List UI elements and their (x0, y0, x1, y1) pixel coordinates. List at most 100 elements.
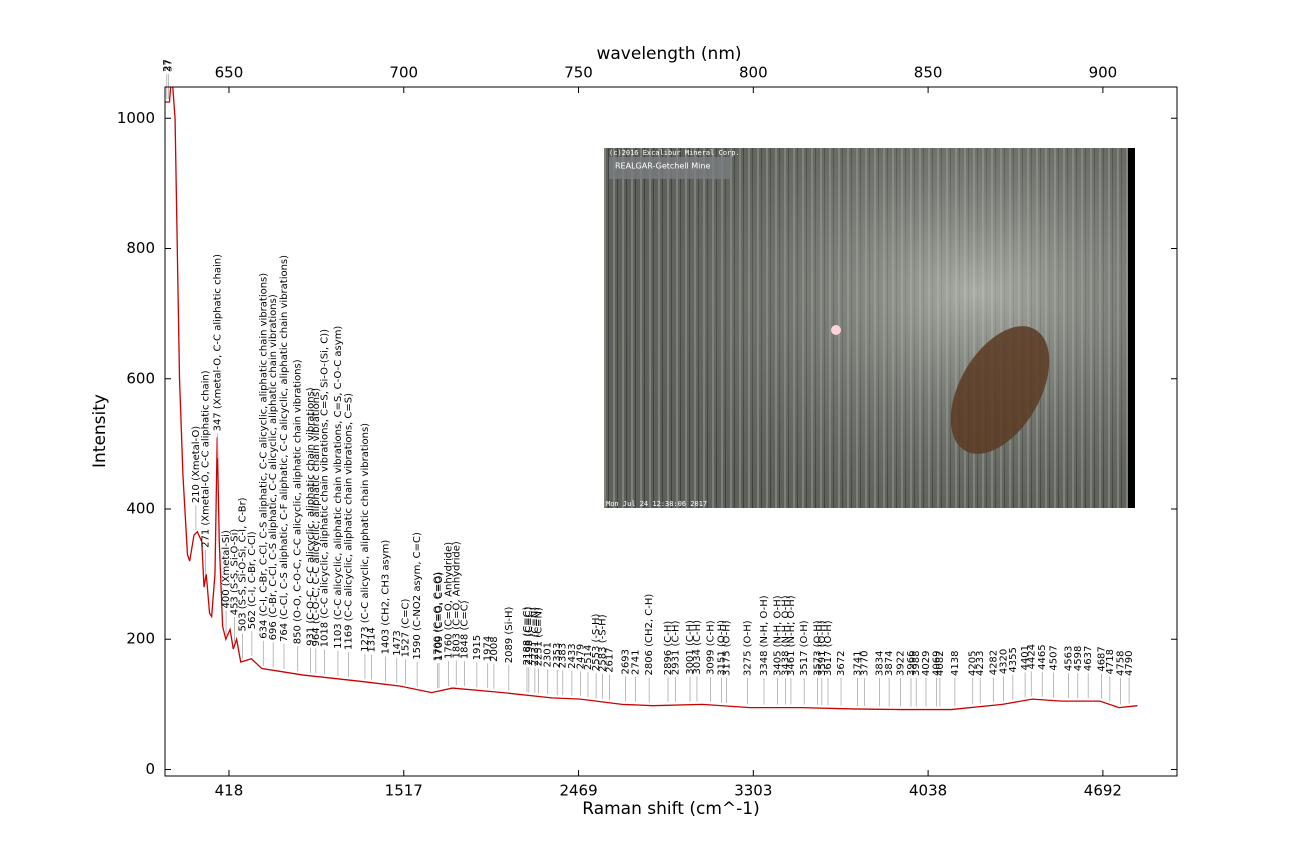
peak-label: 3405 (N-H, O-H) (773, 595, 784, 676)
peak-label: 3874 (884, 651, 895, 676)
x2-tick-label: 800 (739, 64, 768, 82)
x-tick-label: 2469 (559, 782, 597, 800)
x-tick-label: 1517 (385, 782, 423, 800)
peak-label: 4205 (968, 651, 979, 676)
series-line (165, 87, 1138, 711)
peak-label: 2433 (567, 643, 578, 668)
peak-label: 1709 (C=O, C=O) (434, 572, 445, 661)
peak-label: 3461 (N-H, O-H) (786, 595, 797, 676)
peak-label: 2231 (C≡N) (530, 607, 541, 666)
peak-label: 4687 (1097, 646, 1108, 671)
peak-label: 400 (Xmetal-Si) (221, 530, 232, 608)
peak-label: 964 (C-O-C, C-C alicyclic, aliphatic cha… (311, 388, 322, 647)
peak-label: 2383 (558, 643, 569, 668)
series-group (165, 87, 1138, 711)
peak-label: 4355 (1008, 647, 1019, 672)
peak-label: 2008 (489, 636, 500, 661)
peak-label: 1473 (392, 630, 403, 655)
peak-label: 1527 (C=C) (401, 598, 412, 657)
peak-label: 1974 (483, 636, 494, 661)
peak-label: 4758 (1116, 651, 1127, 676)
peak-label: 4233 (975, 651, 986, 676)
peak-label: 3988 (911, 651, 922, 676)
peak-label: 3672 (836, 651, 847, 676)
peak-label: 1700 (C=O, C=O) (432, 572, 443, 661)
peak-label: 696 (C-Br, C-Cl, C-S aliphatic, C-C alic… (268, 294, 279, 640)
peak-label: 453 (S-S, Si-O-Si) (230, 529, 241, 616)
peak-label: 2693 (620, 649, 631, 674)
x2-tick-label: 850 (914, 64, 943, 82)
peak-label: 1590 (C-NO2 asym, C=C) (412, 532, 423, 660)
peak-label: 1103 (C-C alicyclic, aliphatic chain vib… (333, 326, 344, 649)
peak-label: 347 (Xmetal-O, C-C aliphatic chain) (213, 254, 224, 432)
peak-label: 4563 (1063, 646, 1074, 671)
peak-label: 1169 (C-C alicyclic, aliphatic chain vib… (343, 393, 354, 650)
y-tick-label: 1000 (117, 109, 155, 127)
photo-edge (1128, 148, 1135, 508)
x-tick-label: 4038 (909, 782, 947, 800)
peak-label: 3175 (O-H) (721, 620, 732, 676)
peak-label: 3834 (875, 651, 886, 676)
x2-tick-label: 750 (564, 64, 593, 82)
peak-label: 4790 (1124, 651, 1135, 676)
photo-crystal (950, 326, 1050, 454)
x-tick-label: 3303 (734, 782, 772, 800)
x-tick-label: 418 (215, 782, 244, 800)
peak-label: 3034 (C-H) (692, 620, 703, 675)
peak-label: 4082 (935, 651, 946, 676)
x-axis-label: Raman shift (cm^-1) (582, 799, 760, 819)
y-tick-label: 400 (126, 499, 155, 517)
peak-label: 210 (Xmetal-O) (191, 426, 202, 503)
peak-label: 2741 (631, 649, 642, 674)
peak-label: 2479 (576, 644, 587, 669)
peak-label: 1915 (472, 635, 483, 660)
peak-label: 562 (C-I, C-Br, C-Cl) (247, 531, 258, 629)
peak-label: 1314 (366, 627, 377, 652)
peak-label: 1018 (C-C alicyclic, aliphatic chain vib… (319, 329, 330, 648)
peak-label: 3922 (896, 651, 907, 676)
peak-label: 634 (C-I, C-Br, C-Cl, C-S aliphatic, C-C… (258, 273, 269, 639)
peak-label: 1273 (C-C alicyclic, aliphatic chain vib… (360, 423, 371, 652)
y-axis-label: Intensity (90, 394, 110, 468)
x-tick-label: 4692 (1084, 782, 1122, 800)
photo-timestamp: Mon Jul 24 12:38:06 2017 (606, 500, 707, 508)
y-tick-label: 600 (126, 369, 155, 387)
peak-label: 3348 (N-H, O-H) (759, 595, 770, 676)
peak-label: 3617 (O-H) (823, 620, 834, 676)
peak-label: 3517 (O-H) (799, 620, 810, 676)
y-tick-label: 0 (145, 760, 155, 778)
peak-label: 4401 (1020, 645, 1031, 670)
peak-label: 2583 (-S-H) (597, 614, 608, 672)
peak-label: 1803 (C=O, Anhydride) (451, 541, 462, 658)
peak-label: 2931 (C-H) (670, 620, 681, 675)
peak-label: 2301 (543, 642, 554, 667)
peak-label: 2896 (C-H) (663, 621, 674, 676)
peak-label: 4424 (1026, 644, 1037, 669)
peak-label: 4138 (950, 651, 961, 676)
peak-label: 2089 (Si-H) (504, 606, 515, 663)
peak-label: 27 (162, 59, 173, 72)
peak-label: 4282 (988, 650, 999, 675)
peak-label: 4507 (1048, 645, 1059, 670)
peak-label: 503 (S-S, Si-O-Si, C-I, C-Br) (237, 497, 248, 631)
peak-label: 4598 (1073, 646, 1084, 671)
photo-caption: REALGAR-Getchell Mine (615, 162, 710, 171)
x2-tick-label: 700 (389, 64, 418, 82)
x2-axis-label: wavelength (nm) (596, 44, 741, 64)
peak-label: 3573 (O-H) (813, 620, 824, 676)
peak-label: 2188 (C≡C) (522, 606, 533, 665)
peak-label: 271 (Xmetal-O, C-C aliphatic chain) (201, 370, 212, 548)
laser-spot (831, 325, 841, 335)
y-tick-label: 200 (126, 630, 155, 648)
peak-label: 3001 (C-H) (685, 620, 696, 675)
peak-label: 1848 (C=C) (460, 600, 471, 659)
caption-box (609, 157, 731, 179)
peak-label: 1760 (C=O, Anhydride) (443, 542, 454, 659)
peak-label: 2251 (C≡N) (534, 607, 545, 666)
peak-label: 4320 (998, 649, 1009, 674)
y-tick-label: 800 (126, 239, 155, 257)
peak-label: 931 (C-O-C, C-C alicyclic, aliphatic cha… (306, 387, 317, 646)
peak-label: 2617 (605, 647, 616, 672)
